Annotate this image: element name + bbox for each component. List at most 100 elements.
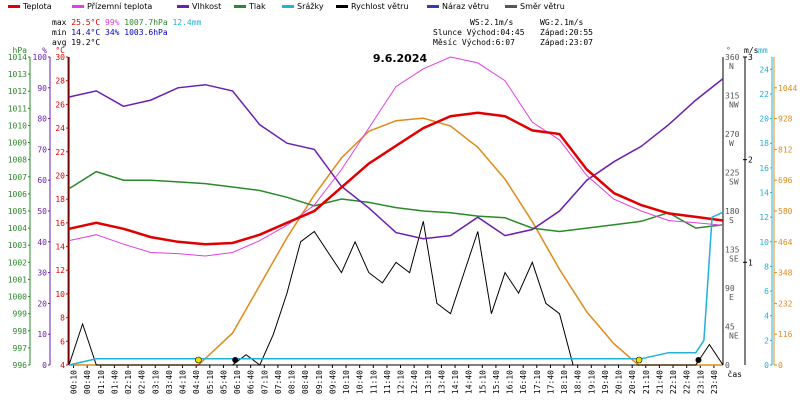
- max-press: 1007.7hPa: [124, 18, 168, 27]
- legend-swatch: [72, 5, 84, 8]
- x-tick-label: 11:40: [383, 370, 392, 394]
- legend-item: Směr větru: [505, 2, 565, 12]
- hpa-axis-tick-label: 1003: [8, 241, 27, 250]
- dir-axis-tick-label: 180: [725, 207, 740, 216]
- pct-axis-tick-label: 100: [33, 53, 48, 62]
- x-tick-label: 02:10: [124, 370, 133, 394]
- legend-label: Přízemní teplota: [87, 2, 153, 11]
- pct-axis-tick-label: 80: [37, 115, 47, 124]
- dir-axis-tick-label: 315: [725, 92, 740, 101]
- x-tick-label: 18:10: [560, 370, 569, 394]
- legend-label: Vlhkost: [192, 2, 222, 11]
- x-tick-label: 01:40: [110, 370, 119, 394]
- wm2-axis-tick-label: 812: [778, 145, 793, 154]
- pct-axis-tick-label: 40: [37, 238, 47, 247]
- wm2-axis-tick-label: 580: [778, 207, 793, 216]
- x-tick-label: 13:10: [424, 370, 433, 394]
- dir-axis-compass: NE: [729, 332, 739, 341]
- sunset: Západ:20:55: [540, 28, 593, 37]
- pct-axis-unit: %: [42, 46, 47, 55]
- x-tick-label: 08:10: [288, 370, 297, 394]
- hpa-axis-tick-label: 997: [13, 344, 28, 353]
- hpa-axis-tick-label: 1007: [8, 173, 27, 182]
- x-tick-label: 19:40: [601, 370, 610, 394]
- dir-axis-compass: S: [729, 216, 734, 225]
- x-tick-label: 16:10: [506, 370, 515, 394]
- dir-axis-tick-label: 270: [725, 130, 740, 139]
- x-tick-label: 22:10: [669, 370, 678, 394]
- hpa-axis-tick-label: 1013: [8, 70, 27, 79]
- legend-swatch: [505, 5, 517, 8]
- x-tick-label: 04:10: [179, 370, 188, 394]
- x-tick-label: 12:40: [410, 370, 419, 394]
- x-tick-label: 01:10: [97, 370, 106, 394]
- moonrise: Měsíc Východ:6:07: [433, 38, 515, 47]
- x-tick-label: 10:40: [356, 370, 365, 394]
- legend-swatch: [336, 5, 348, 8]
- ms-axis-unit: m/s: [744, 46, 759, 55]
- x-axis-label: čas: [728, 369, 743, 379]
- hpa-axis-tick-label: 1008: [8, 156, 27, 165]
- stats-panel: max 25.5°C 99% 1007.7hPa 12.4mm min 14.4…: [0, 14, 800, 54]
- hpa-axis-tick-label: 1012: [8, 87, 27, 96]
- legend-label: Směr větru: [520, 2, 565, 11]
- legend-item: Teplota: [8, 2, 52, 12]
- dir-axis-tick-label: 0: [725, 361, 730, 370]
- temp-axis-tick-label: 20: [55, 171, 65, 180]
- x-tick-label: 05:10: [206, 370, 215, 394]
- x-tick-label: 08:40: [301, 370, 310, 394]
- x-tick-label: 21:10: [642, 370, 651, 394]
- wm2-axis-tick-label: 696: [778, 176, 793, 185]
- x-tick-label: 16:40: [519, 370, 528, 394]
- temp-axis-tick-label: 28: [55, 77, 65, 86]
- wm2-axis-tick-label: 1044: [778, 84, 797, 93]
- x-tick-label: 13:40: [437, 370, 446, 394]
- mm-axis-tick-label: 14: [759, 189, 769, 198]
- x-tick-label: 22:40: [683, 370, 692, 394]
- pct-axis-tick-label: 10: [37, 330, 47, 339]
- mm-axis-tick-label: 12: [759, 213, 769, 222]
- series-solar-line: [69, 117, 723, 366]
- hpa-axis-tick-label: 999: [13, 310, 28, 319]
- x-tick-label: 10:10: [342, 370, 351, 394]
- dir-axis-compass: SW: [729, 178, 739, 187]
- temp-axis-tick-label: 16: [55, 219, 65, 228]
- mm-axis-tick-label: 24: [759, 65, 769, 74]
- x-tick-label: 17:40: [546, 370, 555, 394]
- ws-value: WS:2.1m/s: [470, 18, 514, 27]
- hpa-axis-tick-label: 1009: [8, 139, 27, 148]
- x-tick-label: 14:10: [451, 370, 460, 394]
- legend-item: Vlhkost: [177, 2, 221, 12]
- legend-swatch: [177, 5, 189, 8]
- hpa-axis-tick-label: 1014: [8, 53, 27, 62]
- min-label: min: [52, 28, 67, 37]
- stats-max-row: max 25.5°C 99% 1007.7hPa 12.4mm: [52, 18, 201, 28]
- dir-axis-compass: N: [729, 62, 734, 71]
- x-tick-label: 09:40: [328, 370, 337, 394]
- mm-axis-tick-label: 22: [759, 90, 769, 99]
- temp-axis-tick-label: 4: [60, 361, 65, 370]
- pct-axis-tick-label: 30: [37, 269, 47, 278]
- legend: Teplota Přízemní teplota Vlhkost Tlak Srážky…: [0, 0, 800, 14]
- legend-label: Náraz větru: [442, 2, 489, 11]
- max-temp: 25.5°C: [71, 18, 101, 27]
- x-tick-label: 00:40: [83, 370, 92, 394]
- stats-min-row: min 14.4°C 34% 1003.6hPa: [52, 28, 168, 38]
- pct-axis-tick-label: 90: [37, 84, 47, 93]
- legend-item: Přízemní teplota: [72, 2, 152, 12]
- legend-swatch: [282, 5, 294, 8]
- pct-axis-tick-label: 50: [37, 207, 47, 216]
- pct-axis-tick-label: 20: [37, 299, 47, 308]
- ms-axis-tick-label: 1: [748, 258, 753, 267]
- moonrise-marker: [232, 357, 239, 363]
- hpa-axis-tick-label: 1001: [8, 275, 27, 284]
- mm-axis-tick-label: 10: [759, 238, 769, 247]
- temp-axis-tick-label: 26: [55, 100, 65, 109]
- dir-axis-tick-label: 225: [725, 169, 740, 178]
- legend-item: Srážky: [282, 2, 324, 12]
- x-tick-label: 20:10: [615, 370, 624, 394]
- wm2-axis-tick-label: 232: [778, 299, 793, 308]
- moonset: Západ:23:07: [540, 38, 593, 47]
- x-tick-label: 03:40: [165, 370, 174, 394]
